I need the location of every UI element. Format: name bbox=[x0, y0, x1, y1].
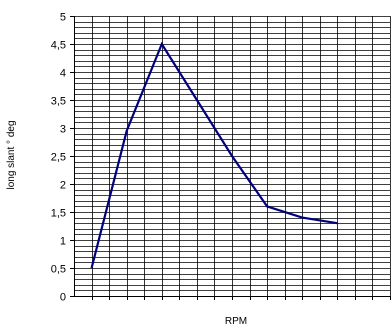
y-tick-label: 0,5 bbox=[51, 264, 66, 276]
x-axis-label: RPM bbox=[225, 316, 247, 327]
y-tick-label: 2,5 bbox=[51, 152, 66, 164]
y-tick-label: 1,5 bbox=[51, 208, 66, 220]
y-tick-label: 3 bbox=[60, 124, 66, 136]
y-tick-label: 1 bbox=[60, 236, 66, 248]
y-tick-label: 5 bbox=[60, 12, 66, 24]
chart-grid bbox=[74, 16, 391, 296]
y-tick-label: 3,5 bbox=[51, 96, 66, 108]
chart-axes bbox=[70, 16, 391, 300]
y-tick-label: 4,5 bbox=[51, 40, 66, 52]
y-tick-label: 4 bbox=[60, 68, 66, 80]
y-tick-label: 2 bbox=[60, 180, 66, 192]
chart-series bbox=[90, 41, 338, 269]
y-tick-label: 0 bbox=[60, 292, 66, 304]
y-tick-labels: 0 0,5 1 1,5 2 2,5 3 3,5 4 4,5 5 bbox=[51, 12, 66, 304]
series-line bbox=[90, 41, 338, 269]
y-axis-label: long slant ° deg bbox=[6, 120, 17, 189]
